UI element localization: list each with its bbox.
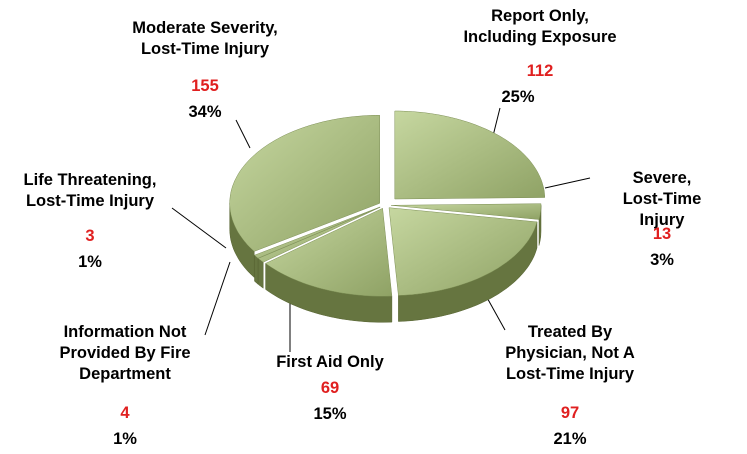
slice: [257, 206, 381, 263]
percent-label: 21%: [553, 430, 587, 448]
percent-label: 3%: [650, 251, 674, 269]
slice-label: Treated By Physician, Not A Lost-Time In…: [505, 323, 635, 383]
slice-sides: [229, 203, 542, 323]
slice: [388, 207, 538, 296]
percent-label: 34%: [188, 103, 222, 121]
leader-line: [171, 207, 227, 249]
value-label: 13: [652, 225, 672, 243]
slice: [265, 207, 393, 297]
slice-side: [254, 254, 259, 285]
value-label: 3: [85, 227, 95, 245]
slice: [229, 115, 380, 252]
leader-line: [204, 261, 231, 336]
slice-label: Life Threatening, Lost-Time Injury: [23, 171, 157, 210]
percent-label: 15%: [313, 405, 347, 423]
slice-label: Report Only, Including Exposure: [463, 7, 617, 46]
value-label: 112: [526, 62, 554, 80]
slice: [254, 206, 381, 259]
slice-label: Moderate Severity, Lost-Time Injury: [132, 19, 278, 58]
value-label: 97: [560, 404, 580, 422]
slice: [390, 203, 542, 220]
percent-label: 1%: [113, 430, 137, 448]
leader-line: [544, 177, 591, 189]
value-label: 4: [120, 404, 130, 422]
slice: [394, 110, 546, 200]
slice-label: Information Not Provided By Fire Departm…: [59, 323, 191, 383]
leader-line: [235, 119, 251, 149]
percent-label: 1%: [78, 253, 102, 271]
slice-side: [257, 257, 264, 289]
slice-label: First Aid Only: [276, 353, 384, 371]
slice-label: Severe, Lost-Time Injury: [622, 169, 702, 229]
value-label: 155: [191, 77, 219, 95]
value-label: 69: [320, 379, 340, 397]
percent-label: 25%: [501, 88, 535, 106]
slice-tops: [229, 110, 546, 297]
